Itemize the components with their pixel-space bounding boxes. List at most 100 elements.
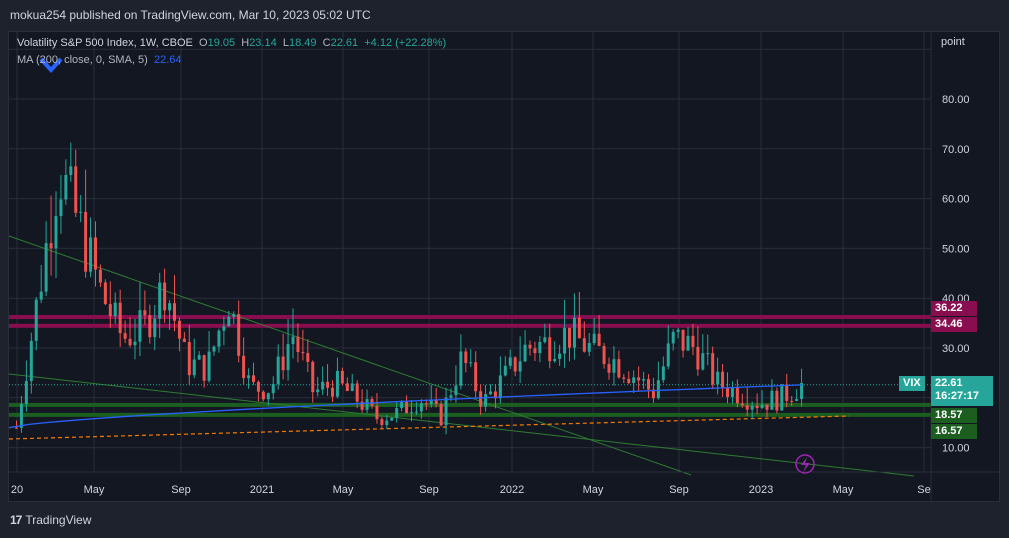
- candle-body: [518, 361, 522, 372]
- candle-body: [365, 399, 369, 410]
- candle-body: [192, 359, 196, 376]
- candle-body: [98, 269, 102, 283]
- candle-body: [202, 355, 206, 381]
- candle-body: [592, 333, 596, 344]
- candle-body: [271, 384, 275, 394]
- candle-body: [326, 381, 330, 388]
- candle-body: [261, 391, 265, 400]
- candle-body: [242, 355, 246, 379]
- legend-symbol[interactable]: Volatility S&P 500 Index, 1W, CBOE: [17, 37, 193, 49]
- chevron-down-icon: [39, 57, 63, 73]
- candle-body: [133, 341, 137, 346]
- candle-body: [489, 391, 492, 395]
- trendlines: [9, 235, 931, 477]
- candles: [15, 142, 804, 435]
- candle-body: [558, 353, 562, 359]
- tradingview-logo[interactable]: 17 TradingView: [10, 513, 91, 527]
- candle-body: [735, 387, 739, 404]
- candle-body: [533, 348, 537, 354]
- candle-body: [661, 366, 665, 381]
- grid: [9, 32, 931, 472]
- candle-body: [617, 359, 621, 378]
- time-tick-label: May: [833, 484, 854, 496]
- candle-body: [493, 391, 497, 399]
- legend-main-row: Volatility S&P 500 Index, 1W, CBOE O19.0…: [17, 35, 446, 52]
- price-tick-label: 50.00: [942, 243, 970, 255]
- candle-body: [424, 403, 428, 405]
- candle-body: [676, 329, 680, 332]
- candle-body: [390, 417, 394, 421]
- candle-body: [227, 316, 231, 327]
- candle-body: [563, 327, 567, 354]
- candle-body: [434, 400, 438, 404]
- candle-body: [103, 282, 107, 305]
- candle-body: [291, 336, 295, 345]
- legend-open: 19.05: [207, 37, 236, 49]
- candle-body: [414, 411, 418, 413]
- candle-body: [755, 405, 759, 409]
- candle-body: [602, 345, 606, 364]
- candle-body: [222, 326, 226, 331]
- candle-body: [484, 394, 488, 407]
- candle-body: [54, 216, 58, 249]
- candle-body: [395, 408, 399, 418]
- legend-ma-label[interactable]: MA (200, close, 0, SMA, 5): [17, 54, 148, 66]
- candle-body: [237, 314, 241, 356]
- candle-body: [118, 302, 122, 334]
- chart-svg[interactable]: point80.0070.0060.0050.0040.0030.0010.00…: [9, 32, 999, 501]
- candle-body: [790, 400, 794, 402]
- legend: Volatility S&P 500 Index, 1W, CBOE O19.0…: [17, 35, 446, 69]
- support-band-upper: [9, 402, 931, 407]
- candle-body: [301, 351, 305, 354]
- candle-body: [800, 383, 804, 399]
- candle-body: [405, 401, 409, 414]
- candle-body: [523, 344, 527, 362]
- trendline-descending-steep: [9, 235, 692, 476]
- candle-body: [632, 377, 636, 384]
- candle-body: [400, 401, 404, 409]
- candle-body: [612, 359, 616, 373]
- legend-close: 22.61: [330, 37, 359, 49]
- legend-change: +4.12 (+22.28%): [364, 37, 447, 49]
- candle-body: [780, 384, 784, 411]
- candle-body: [577, 317, 581, 339]
- legend-ma-row: MA (200, close, 0, SMA, 5) 22.64: [17, 52, 446, 69]
- candle-body: [730, 387, 734, 397]
- candle-body: [252, 375, 255, 382]
- candle-body: [582, 338, 586, 352]
- candle-body: [716, 371, 720, 385]
- candle-body: [666, 343, 670, 367]
- resistance-band-upper: [9, 315, 931, 320]
- ma-line: [9, 384, 802, 429]
- candle-body: [444, 397, 448, 426]
- price-tick-label: 10.00: [942, 443, 970, 455]
- candle-body: [232, 314, 236, 317]
- time-tick-label: Sep: [171, 484, 191, 496]
- candle-body: [113, 302, 117, 317]
- candle-body: [513, 357, 517, 372]
- candle-body: [163, 282, 167, 311]
- candle-body: [410, 412, 413, 414]
- candle-body: [74, 166, 78, 213]
- candle-body: [503, 365, 507, 376]
- candle-body: [385, 420, 389, 426]
- chart-pane[interactable]: point 80.00 70.00 60.00 50.00 40.00 30.00 10.00…: [8, 31, 1000, 502]
- candle-body: [439, 403, 443, 426]
- last-price-tag: 22.61 16:27:17: [931, 376, 993, 406]
- candle-body: [528, 344, 532, 349]
- candle-body: [587, 343, 591, 352]
- candle-body: [651, 389, 655, 399]
- candle-body: [316, 389, 320, 393]
- lightning-icon[interactable]: [795, 454, 815, 474]
- legend-high: 23.14: [249, 37, 277, 49]
- candle-body: [740, 403, 744, 406]
- candle-body: [572, 317, 576, 348]
- candle-body: [281, 356, 285, 371]
- candle-body: [306, 353, 310, 362]
- candle-body: [538, 342, 542, 354]
- symbol-tag: VIX: [899, 376, 925, 391]
- candle-body: [24, 381, 28, 404]
- candle-body: [345, 383, 349, 391]
- trendline-descending-shallow: [9, 373, 915, 477]
- candle-body: [701, 353, 705, 370]
